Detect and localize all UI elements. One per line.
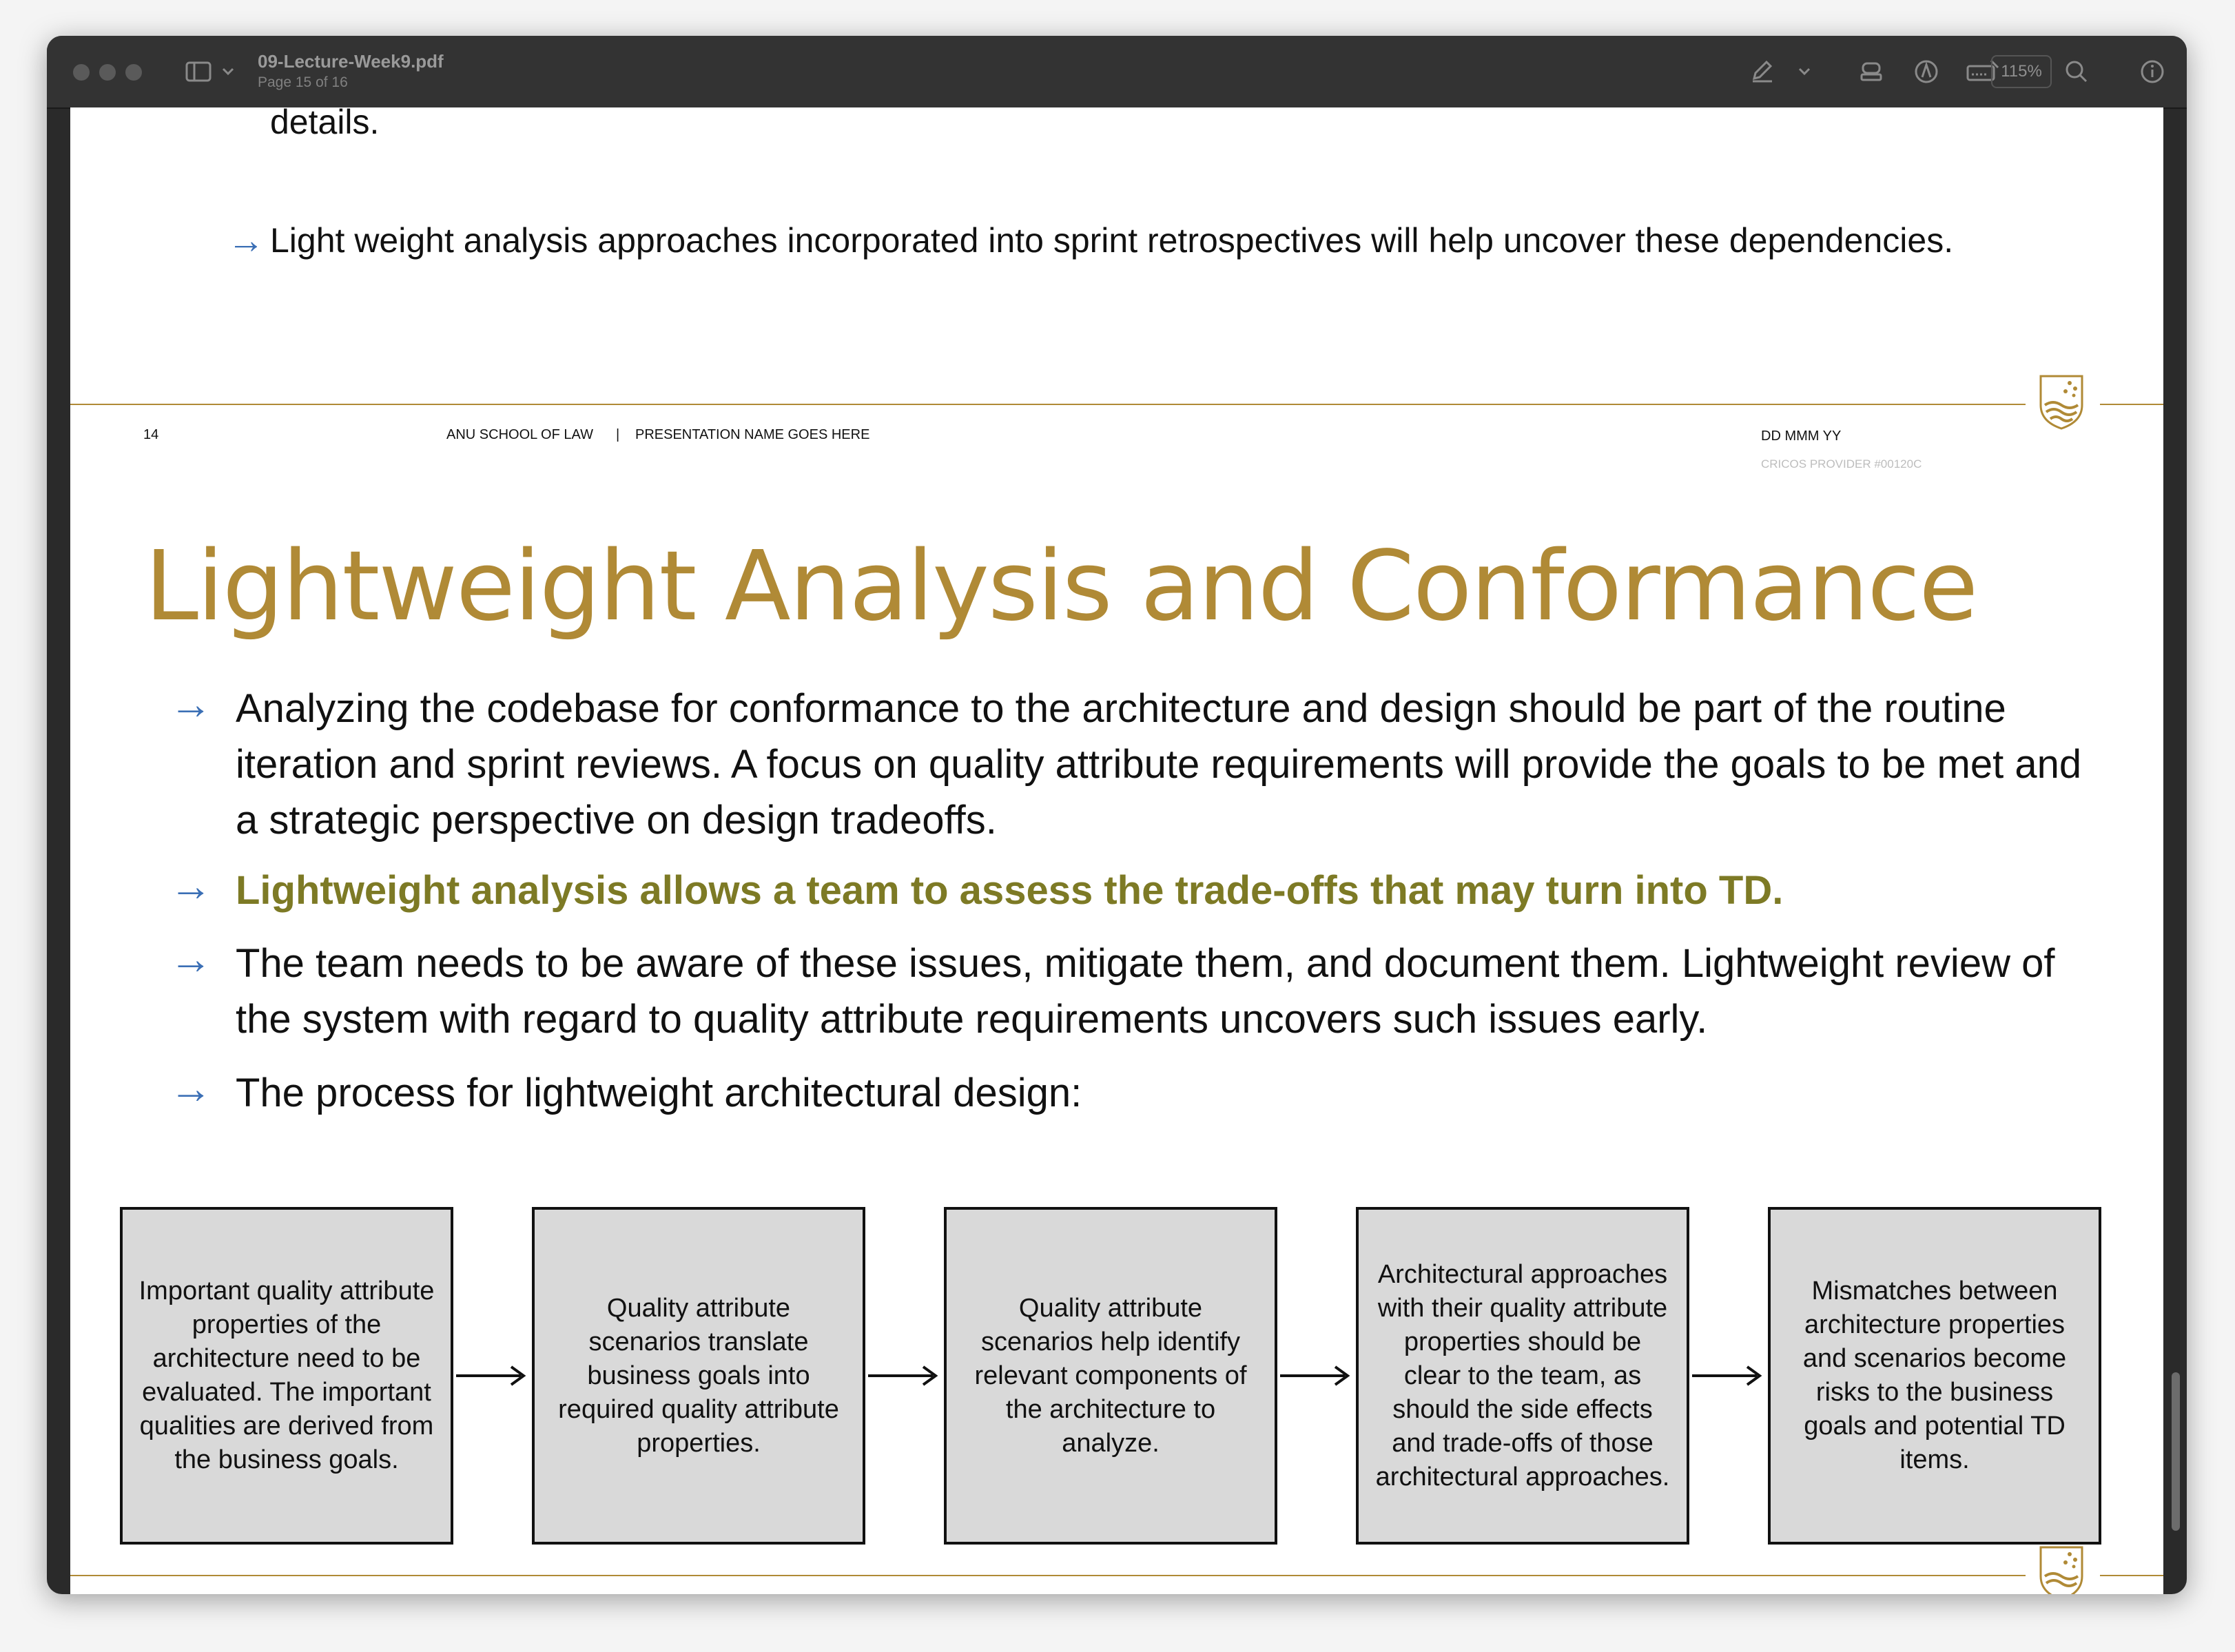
flow-arrow-icon: [868, 1365, 938, 1386]
arrow-right-icon: →: [169, 681, 212, 728]
arrow-right-icon: →: [169, 863, 212, 910]
footer-divider: [70, 1575, 2026, 1576]
footer-page-number: 14: [143, 427, 159, 442]
bullet-text: Analyzing the codebase for conformance t…: [236, 686, 2082, 843]
zoom-icon[interactable]: [2063, 58, 2090, 85]
arrow-right-icon: →: [227, 220, 265, 261]
zoom-level[interactable]: 115%: [1991, 55, 2052, 88]
footer-divider: [2100, 1575, 2163, 1576]
bullet-item: → Lightweight analysis allows a team to …: [169, 863, 2110, 918]
footer-school: ANU SCHOOL OF LAW: [446, 427, 593, 442]
footer-divider: [70, 404, 2026, 405]
process-box: Quality attribute scenarios translate bu…: [532, 1207, 865, 1545]
bullet-item: → The team needs to be aware of these is…: [169, 936, 2110, 1047]
vertical-scrollbar-thumb[interactable]: [2172, 1372, 2180, 1531]
title-bar: 09-Lecture-Week9.pdf Page 15 of 16 115%: [47, 36, 2187, 109]
bullet-text: The process for lightweight architectura…: [236, 1071, 1082, 1115]
bullet-text: Light weight analysis approaches incorpo…: [270, 221, 1954, 260]
chevron-down-icon[interactable]: [220, 58, 236, 85]
footer-cricos: CRICOS PROVIDER #00120C: [1761, 457, 1922, 471]
process-box: Mismatches between architecture properti…: [1768, 1207, 2101, 1545]
process-box: Architectural approaches with their qual…: [1356, 1207, 1689, 1545]
stamp-icon[interactable]: [1857, 58, 1885, 85]
process-box: Important quality attribute properties o…: [120, 1207, 453, 1545]
process-box: Quality attribute scenarios help identif…: [944, 1207, 1277, 1545]
page-indicator: Page 15 of 16: [258, 74, 348, 90]
minimize-window-button[interactable]: [99, 64, 116, 81]
footer-divider: [2100, 404, 2163, 405]
close-window-button[interactable]: [73, 64, 90, 81]
bullet-text: The team needs to be aware of these issu…: [236, 941, 2055, 1042]
bullet-item: details.: [270, 107, 2130, 146]
slide-title: Lightweight Analysis and Conformance: [145, 530, 1978, 643]
markup-pen-icon[interactable]: [1749, 58, 1776, 85]
bullet-item: → Light weight analysis approaches incor…: [227, 216, 2061, 265]
pdf-viewer-window: 09-Lecture-Week9.pdf Page 15 of 16 115% …: [47, 36, 2187, 1594]
pdf-page-14: details. → Light weight analysis approac…: [70, 107, 2163, 478]
arrow-right-icon: →: [169, 1065, 212, 1113]
footer-presentation-name: PRESENTATION NAME GOES HERE: [635, 427, 870, 442]
info-icon[interactable]: [2139, 58, 2166, 85]
pdf-page-15: Lightweight Analysis and Conformance → A…: [70, 470, 2163, 1594]
bullet-item: → The process for lightweight architectu…: [169, 1065, 2110, 1121]
footer-separator: |: [616, 427, 620, 442]
flow-arrow-icon: [1692, 1365, 1762, 1386]
arrow-right-icon: →: [169, 936, 212, 983]
flow-arrow-icon: [456, 1365, 526, 1386]
sidebar-toggle-icon[interactable]: [185, 58, 212, 85]
highlight-icon[interactable]: [1913, 58, 1940, 85]
anu-crest-logo: [2039, 375, 2083, 430]
flow-arrow-icon: [1280, 1365, 1350, 1386]
chevron-down-icon[interactable]: [1797, 58, 1812, 85]
bullet-text: details.: [270, 107, 380, 141]
bullet-item: → Analyzing the codebase for conformance…: [169, 681, 2110, 848]
footer-date: DD MMM YY: [1761, 429, 1842, 444]
zoom-window-button[interactable]: [125, 64, 142, 81]
bullet-text-emphasis: Lightweight analysis allows a team to as…: [236, 868, 1784, 913]
document-title: 09-Lecture-Week9.pdf: [258, 51, 444, 72]
anu-crest-logo: [2039, 1546, 2083, 1594]
